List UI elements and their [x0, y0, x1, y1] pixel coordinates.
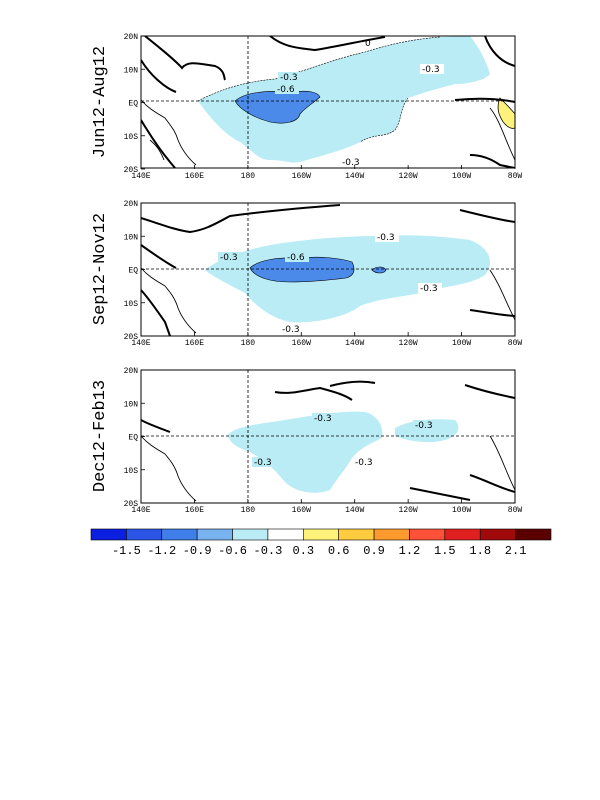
colorbar-label: 1.5 — [434, 544, 456, 558]
lon-tick-label: 160E — [185, 339, 204, 348]
lon-tick-label: 140E — [131, 339, 150, 348]
contour-label: -0.6 — [277, 85, 295, 95]
colorbar-label: 2.1 — [505, 544, 527, 558]
map-panel-2: -0.3 -0.3 -0.6 -0.3 -0.3 Sep12-Nov12 — [91, 202, 516, 337]
contour-label: -0.3 — [422, 65, 440, 75]
lat-tick-label: 20N — [124, 200, 139, 209]
contour-label: 0 — [365, 39, 371, 49]
panel-title: Jun12-Aug12 — [91, 46, 110, 158]
zero-contours — [141, 36, 515, 168]
contour-label: -0.3 — [355, 458, 373, 468]
anomaly-region-light — [205, 235, 490, 323]
lat-tick-label: 20S — [124, 333, 139, 342]
colorbar-label: -0.6 — [218, 544, 247, 558]
lat-tick-label: 20S — [124, 166, 139, 175]
contour-label: -0.6 — [287, 253, 305, 263]
coastlines — [141, 99, 515, 166]
lon-tick-label: 80W — [508, 506, 523, 515]
lat-tick-label: 20N — [124, 367, 139, 376]
colorbar-cell — [373, 528, 410, 541]
lon-tick-label: 120W — [399, 506, 418, 515]
lon-tick-label: 140W — [345, 339, 364, 348]
colorbar-cell — [126, 528, 163, 541]
anomaly-region-positive — [497, 97, 515, 129]
colorbar-label: -0.3 — [254, 544, 283, 558]
lon-tick-label: 120W — [399, 172, 418, 181]
colorbar-label: -1.5 — [112, 544, 141, 558]
lat-tick-label: 20N — [124, 33, 139, 42]
lat-tick-label: 10N — [124, 233, 139, 242]
colorbar-label: 1.2 — [399, 544, 421, 558]
lat-tick-label: 10S — [124, 467, 139, 476]
lon-tick-label: 80W — [508, 172, 523, 181]
lon-tick-label: 180 — [241, 172, 256, 181]
colorbar-cell — [232, 528, 269, 541]
lon-tick-label: 140W — [345, 172, 364, 181]
contour-label: -0.3 — [220, 253, 238, 263]
colorbar-cell — [90, 528, 127, 541]
colorbar-cell — [479, 528, 516, 541]
lon-tick-label: 140E — [131, 172, 150, 181]
anomaly-region-light — [198, 36, 490, 163]
lon-tick-label: 160E — [185, 506, 204, 515]
lon-tick-label: 140E — [131, 506, 150, 515]
colorbar-cell — [267, 528, 304, 541]
lon-tick-label: 160E — [185, 172, 204, 181]
lon-tick-label: 160W — [292, 339, 311, 348]
colorbar: -1.5 -1.2 -0.9 -0.6 -0.3 0.3 0.6 0.9 1.2 1.5 1.8 2.… — [90, 528, 552, 558]
lat-tick-label: 20S — [124, 500, 139, 509]
map-panel-3: -0.3 -0.3 -0.3 -0.3 Dec12-Feb13 — [91, 369, 516, 504]
colorbar-cell — [196, 528, 233, 541]
lon-tick-label: 80W — [508, 339, 523, 348]
lat-tick-label: 10N — [124, 400, 139, 409]
colorbar-cell — [161, 528, 198, 541]
colorbar-label: 0.6 — [328, 544, 350, 558]
anomaly-region-light — [228, 411, 383, 493]
map-frame — [140, 35, 516, 169]
colorbar-label: 0.9 — [363, 544, 385, 558]
contour-label: -0.3 — [254, 458, 272, 468]
lon-tick-label: 160W — [292, 506, 311, 515]
colorbar-cell — [409, 528, 446, 541]
contour-label: -0.3 — [415, 421, 433, 431]
lat-tick-label: 10S — [124, 133, 139, 142]
colorbar-label: -0.9 — [183, 544, 212, 558]
lat-tick-label: EQ — [128, 434, 138, 443]
panel-title: Sep12-Nov12 — [91, 213, 110, 325]
contour-label: -0.3 — [280, 73, 298, 83]
colorbar-cell — [515, 528, 552, 541]
anomaly-region-dark — [371, 266, 387, 274]
contour-label: -0.3 — [342, 158, 360, 168]
map-panel-1: -0.3 -0.3 -0.6 -0.3 0 Jun12-Aug12 — [91, 35, 516, 169]
colorbar-label: 1.8 — [469, 544, 491, 558]
lat-tick-label: EQ — [128, 100, 138, 109]
contour-label: -0.3 — [377, 233, 395, 243]
lon-tick-label: 180 — [241, 339, 256, 348]
panel-title: Dec12-Feb13 — [91, 380, 110, 492]
lon-tick-label: 120W — [399, 339, 418, 348]
contour-label: -0.3 — [282, 325, 300, 335]
colorbar-label: 0.3 — [293, 544, 315, 558]
lon-tick-label: 100W — [452, 339, 471, 348]
colorbar-cell — [338, 528, 375, 541]
colorbar-label: -1.2 — [147, 544, 176, 558]
colorbar-cell — [444, 528, 481, 541]
lon-tick-label: 180 — [241, 506, 256, 515]
lat-tick-label: EQ — [128, 267, 138, 276]
contour-label: -0.3 — [420, 284, 438, 294]
lon-tick-label: 100W — [452, 506, 471, 515]
lon-tick-label: 160W — [292, 172, 311, 181]
lat-tick-label: 10N — [124, 66, 139, 75]
lon-tick-label: 100W — [452, 172, 471, 181]
lon-tick-label: 140W — [345, 506, 364, 515]
lat-tick-label: 10S — [124, 300, 139, 309]
colorbar-cell — [303, 528, 339, 541]
contour-label: -0.3 — [314, 414, 332, 424]
